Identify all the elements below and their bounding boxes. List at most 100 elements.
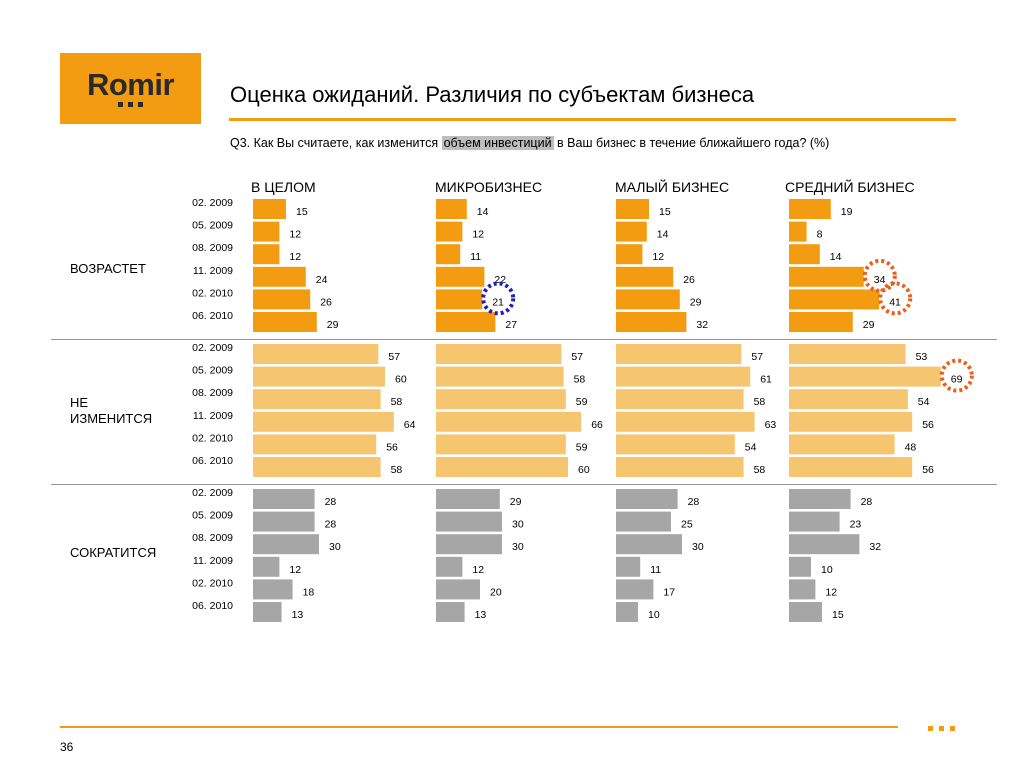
value-label: 56 [386,441,398,453]
logo-text: Romir [86,67,175,102]
value-label: 58 [754,464,766,476]
value-label: 58 [574,374,586,386]
value-label: 12 [652,251,664,263]
bar-increase-small [616,199,649,219]
bar-decrease-medium [789,489,851,509]
bar-no-change-total [253,389,381,410]
section-divider [51,484,997,485]
bar-decrease-total [253,579,293,600]
value-label: 56 [922,464,934,476]
bar-no-change-small [616,411,755,432]
bar-no-change-small [616,344,742,364]
bar-decrease-micro [436,579,480,600]
bar-decrease-small [616,556,641,577]
bar-increase-medium [789,221,807,242]
column-header-medium: СРЕДНИЙ БИЗНЕС [785,179,915,195]
bar-decrease-medium [789,511,840,532]
value-label: 54 [918,396,930,408]
value-label: 69 [951,374,963,386]
value-label: 10 [821,564,833,576]
bar-increase-micro [436,221,463,242]
value-label: 13 [475,609,487,621]
highlight-circle [939,358,974,393]
bar-decrease-medium [789,579,816,600]
value-label: 12 [289,564,301,576]
value-label: 11 [650,564,661,576]
question-highlight: объем инвестиций [441,136,554,150]
question-after: в Ваш бизнес в течение ближайшего года? … [553,136,830,150]
period-label: 02. 2009 [192,197,233,209]
period-label: 06. 2010 [192,600,233,612]
period-label: 08. 2009 [192,242,233,254]
value-label: 30 [512,541,524,553]
logo-dots [118,102,143,107]
bar-increase-small [616,244,643,265]
value-label: 10 [648,609,660,621]
value-label: 30 [329,541,341,553]
period-label: 11. 2009 [193,265,233,277]
bar-no-change-small [616,457,744,477]
value-label: 60 [395,374,407,386]
bar-decrease-total [253,556,280,577]
bar-no-change-medium [789,457,913,477]
value-label: 15 [296,206,308,218]
bar-decrease-micro [436,534,502,555]
period-label: 02. 2009 [192,342,233,354]
bar-decrease-small [616,489,678,509]
value-label: 19 [841,206,853,218]
bar-no-change-micro [436,389,566,410]
bar-increase-total [253,289,311,310]
bar-no-change-total [253,434,377,455]
bar-decrease-total [253,602,282,622]
bar-no-change-small [616,389,744,410]
period-label: 02. 2009 [192,487,233,499]
value-label: 21 [492,296,504,308]
value-label: 13 [292,609,304,621]
bar-increase-total [253,221,280,242]
value-label: 53 [916,351,928,363]
bar-increase-medium [789,244,820,265]
bar-no-change-medium [789,389,908,410]
bar-increase-micro [436,289,483,310]
value-label: 15 [659,206,671,218]
page-number: 36 [60,740,74,754]
value-label: 17 [663,586,675,598]
value-label: 56 [922,419,934,431]
value-label: 60 [578,464,590,476]
question-text: Q3. Как Вы считаете, как изменится объем… [230,136,829,150]
bar-decrease-micro [436,511,502,532]
bar-decrease-micro [436,602,465,622]
bar-decrease-total [253,489,315,509]
bar-no-change-total [253,457,381,477]
value-label: 58 [391,464,403,476]
value-label: 26 [320,296,332,308]
title-underline [229,118,956,121]
value-label: 12 [289,251,301,263]
bar-increase-small [616,266,674,287]
value-label: 12 [289,229,301,241]
value-label: 32 [869,541,881,553]
value-label: 29 [510,496,522,508]
value-label: 22 [494,274,506,286]
highlight-circle [862,258,897,293]
bar-increase-total [253,266,306,287]
value-label: 28 [325,519,337,531]
value-label: 14 [657,229,669,241]
bar-no-change-small [616,366,751,387]
bar-decrease-medium [789,602,822,622]
footer-rule [60,726,898,728]
value-label: 64 [404,419,416,431]
period-label: 11. 2009 [193,555,233,567]
value-label: 18 [303,586,315,598]
bar-decrease-total [253,534,319,555]
bar-increase-micro [436,312,496,332]
period-label: 08. 2009 [192,387,233,399]
value-label: 29 [690,296,702,308]
highlight-circle [878,281,913,316]
column-header-total: В ЦЕЛОМ [251,179,316,195]
value-label: 24 [316,274,328,286]
value-label: 20 [490,586,502,598]
value-label: 8 [817,229,823,241]
bar-no-change-small [616,434,735,455]
value-label: 30 [692,541,704,553]
